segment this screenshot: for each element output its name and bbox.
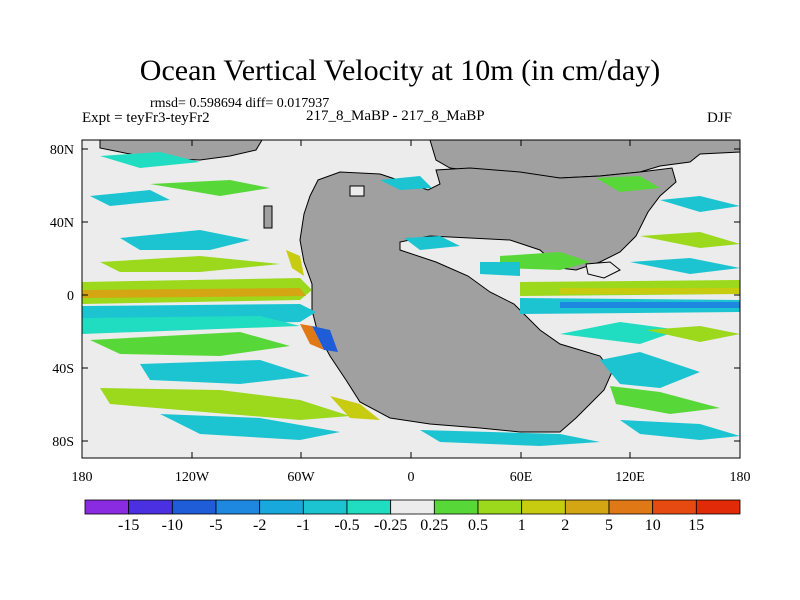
colorbar-label: 5 (605, 517, 613, 534)
period-label: 217_8_MaBP - 217_8_MaBP (306, 108, 485, 124)
colorbar (84, 499, 741, 515)
lon-label: 60E (510, 470, 533, 485)
colorbar-label: -5 (209, 517, 223, 534)
colorbar-swatch (390, 499, 435, 515)
colorbar-swatch (433, 499, 479, 515)
colorbar-label: -10 (161, 517, 183, 534)
patch (646, 326, 740, 342)
colorbar-swatch (346, 499, 392, 515)
patch (286, 250, 304, 276)
lon-label: 180 (72, 470, 93, 485)
patch (120, 230, 250, 250)
colorbar-label: 1 (517, 517, 526, 534)
patch (630, 258, 740, 274)
patch (640, 232, 740, 248)
lat-label: 40N (50, 216, 74, 231)
patch (560, 288, 740, 294)
patch (312, 326, 338, 352)
lon-label: 60W (287, 470, 315, 485)
colorbar-swatch (259, 499, 304, 515)
colorbar-label: 10 (644, 517, 661, 534)
patch (596, 176, 660, 192)
colorbar-label: -1 (296, 517, 310, 534)
plot-title: Ocean Vertical Velocity at 10m (in cm/da… (139, 54, 661, 87)
patch (82, 288, 306, 298)
colorbar-swatch (564, 499, 610, 515)
colorbar-swatch (215, 499, 261, 515)
colorbar-label: -0.25 (374, 517, 408, 534)
tick-marks (81, 140, 741, 458)
experiment-label: Expt = teyFr3-teyFr2 (82, 110, 210, 126)
lat-label: 80S (52, 435, 74, 450)
lon-label: 120W (175, 470, 210, 485)
patch (140, 360, 310, 384)
colorbar-label: 15 (688, 517, 705, 534)
patch (160, 414, 340, 440)
patch (420, 430, 600, 446)
colorbar-label: -2 (253, 517, 267, 534)
colorbar-swatch (521, 499, 566, 515)
patch (404, 236, 460, 250)
patch (300, 324, 324, 350)
patch (82, 316, 300, 334)
lat-label: 0 (67, 289, 74, 304)
lat-label: 80N (50, 143, 74, 158)
season-label: DJF (707, 110, 733, 126)
colorbar-swatch (128, 499, 173, 515)
patch (330, 396, 380, 420)
patch (610, 386, 720, 414)
patch (560, 302, 740, 308)
lat-label: 40S (52, 362, 74, 377)
patch (560, 322, 680, 344)
colorbar-swatch (652, 499, 697, 515)
land-masses (99, 139, 741, 433)
patch (480, 262, 520, 276)
lon-label: 0 (408, 470, 415, 485)
colorbar-swatch (477, 499, 523, 515)
colorbar-label: -15 (118, 517, 140, 534)
ocean-field-patches (82, 152, 740, 446)
colorbar-swatch (84, 499, 130, 515)
colorbar-swatch (608, 499, 654, 515)
colorbar-swatch (171, 499, 217, 515)
patch (150, 180, 270, 196)
land-mid-east-notch (585, 261, 621, 279)
colorbar-label: 0.25 (420, 517, 449, 534)
patch (90, 332, 290, 356)
colorbar-swatch (695, 499, 741, 515)
patch (660, 196, 740, 212)
stats-label: rmsd= 0.598694 diff= 0.017937 (150, 96, 330, 111)
patch (100, 152, 200, 168)
patch (600, 352, 700, 388)
land-main (299, 167, 677, 433)
inland-water-1 (349, 185, 365, 197)
patch (100, 388, 350, 420)
small-island (263, 205, 273, 229)
lon-label: 180 (730, 470, 751, 485)
patch (380, 176, 432, 190)
colorbar-label: 2 (561, 517, 570, 534)
patch (620, 420, 740, 440)
colorbar-swatch (302, 499, 348, 515)
patch (100, 256, 280, 272)
patch (500, 252, 590, 270)
colorbar-label: 0.5 (468, 517, 488, 534)
lon-label: 120E (615, 470, 645, 485)
patch (90, 190, 170, 206)
colorbar-label: -0.5 (334, 517, 360, 534)
